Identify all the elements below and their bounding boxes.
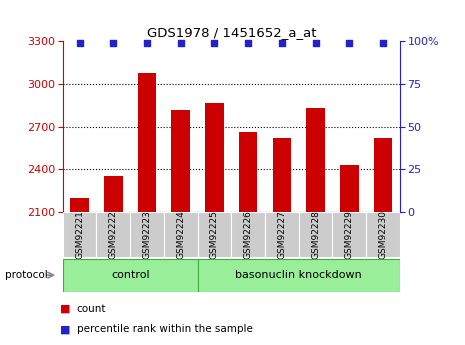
Point — [177, 40, 185, 46]
Text: GSM92229: GSM92229 — [345, 210, 354, 259]
Point — [278, 40, 286, 46]
Bar — [205, 102, 224, 212]
Bar — [265, 212, 299, 257]
Point — [245, 40, 252, 46]
Bar — [366, 212, 400, 257]
Point — [211, 40, 218, 46]
Text: GSM92222: GSM92222 — [109, 210, 118, 259]
Point — [110, 40, 117, 46]
Bar — [164, 212, 198, 257]
Bar — [63, 259, 198, 292]
Point — [379, 40, 387, 46]
Bar — [332, 212, 366, 257]
Text: GSM92226: GSM92226 — [244, 210, 252, 259]
Point — [143, 40, 151, 46]
Text: GSM92224: GSM92224 — [176, 210, 185, 259]
Text: ■: ■ — [60, 304, 71, 314]
Text: GSM92225: GSM92225 — [210, 210, 219, 259]
Bar — [97, 212, 130, 257]
Text: GSM92223: GSM92223 — [143, 210, 152, 259]
Bar — [70, 198, 89, 212]
Bar — [374, 138, 392, 212]
Point — [345, 40, 353, 46]
Point — [312, 40, 319, 46]
Text: percentile rank within the sample: percentile rank within the sample — [77, 325, 252, 334]
Bar — [63, 212, 97, 257]
Text: GSM92221: GSM92221 — [75, 210, 84, 259]
Bar — [272, 138, 291, 212]
Bar — [239, 132, 258, 212]
Bar — [130, 212, 164, 257]
Text: ■: ■ — [60, 325, 71, 334]
Bar — [306, 108, 325, 212]
Text: GSM92227: GSM92227 — [278, 210, 286, 259]
Bar — [198, 259, 400, 292]
Bar — [340, 165, 359, 212]
Text: GSM92230: GSM92230 — [379, 210, 387, 259]
Text: GSM92228: GSM92228 — [311, 210, 320, 259]
Text: count: count — [77, 304, 106, 314]
Bar — [104, 176, 123, 212]
Title: GDS1978 / 1451652_a_at: GDS1978 / 1451652_a_at — [146, 26, 316, 39]
Bar — [198, 212, 231, 257]
Point — [76, 40, 83, 46]
Text: protocol: protocol — [5, 270, 47, 280]
Bar — [138, 73, 156, 212]
Text: control: control — [111, 270, 150, 280]
Bar — [172, 110, 190, 212]
Bar — [299, 212, 332, 257]
Bar — [231, 212, 265, 257]
Text: basonuclin knockdown: basonuclin knockdown — [235, 270, 362, 280]
